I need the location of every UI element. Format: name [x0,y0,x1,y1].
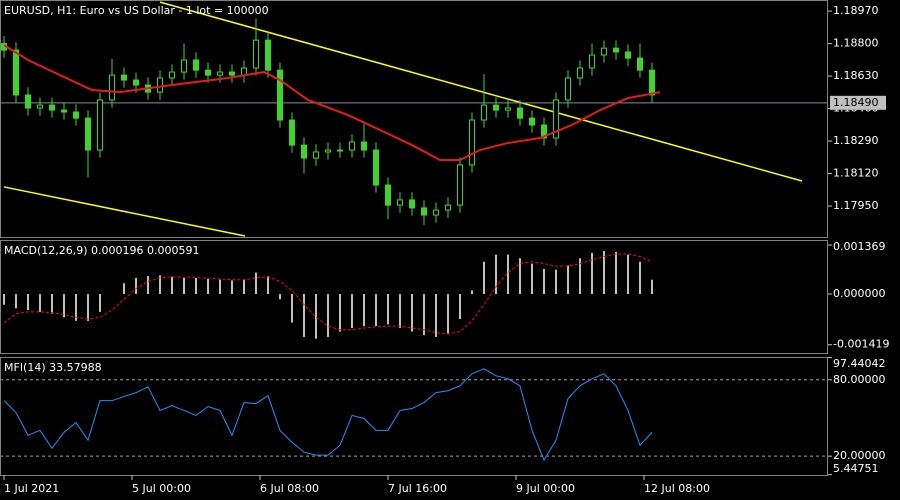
candle-body [73,111,79,119]
candle-body [481,104,487,121]
candle-body [565,77,571,101]
x-tick-label: 5 Jul 00:00 [132,482,191,495]
candle-body [277,69,283,121]
candle-body [421,207,427,216]
panel-title: MFI(14) 33.57988 [4,361,102,374]
candle-body [313,151,319,159]
candle-body [169,71,175,79]
panel-title: EURUSD, H1: Euro vs US Dollar - 1 lot = … [4,4,269,17]
y-tick-label: 0.001369 [833,240,886,253]
candle-body [301,144,307,159]
y-tick-label: 1.18800 [833,37,879,50]
candle-body [25,94,31,109]
y-tick-label: 1.18970 [833,4,879,17]
x-tick-label: 6 Jul 08:00 [260,482,319,495]
candle-body [517,107,523,119]
candle-body [133,79,139,86]
candle-body [373,149,379,186]
candle-body [433,209,439,216]
candle-body [289,119,295,146]
candle-body [265,39,271,71]
y-tick-label: -0.001419 [833,338,889,351]
candle-body [649,69,655,96]
y-tick-label: 1.18120 [833,167,879,180]
candle-body [253,39,259,69]
candle-body [157,77,163,93]
candle-body [493,104,499,111]
y-tick-label: 5.44751 [833,462,879,475]
candle-body [61,109,67,113]
candle-body [469,119,475,166]
candle-body [637,57,643,71]
candle-body [337,149,343,152]
candle-body [325,149,331,153]
candle-body [37,104,43,109]
panel-frame [0,0,828,238]
current-price-label: 1.18490 [833,96,879,109]
candle-body [457,164,463,206]
candle-body [121,74,127,81]
candle-body [505,107,511,111]
candle-body [181,59,187,73]
x-tick-label: 12 Jul 08:00 [644,482,710,495]
candle-body [589,54,595,69]
candle-body [97,99,103,151]
x-tick-label: 7 Jul 16:00 [388,482,447,495]
x-tick-label: 1 Jul 2021 [4,482,59,495]
y-tick-label: 1.18630 [833,69,879,82]
candle-body [49,104,55,111]
mfi-line [3,368,653,462]
candle-body [409,199,415,209]
candle-body [553,99,559,139]
x-tick-label: 9 Jul 00:00 [516,482,575,495]
panel-frame [0,240,828,354]
candle-body [229,71,235,76]
y-tick-label: 1.18290 [833,134,879,147]
candle-body [445,204,451,211]
current-price-box [830,95,886,110]
candle-body [193,59,199,71]
candle-body [397,199,403,206]
y-tick-label: 20.00000 [833,449,886,462]
candle-body [361,141,367,151]
candle-body [13,49,19,96]
candle-body [109,74,115,101]
moving-average [3,44,661,161]
y-tick-label: 80.00000 [833,373,886,386]
candle-body [529,117,535,126]
candle-body [577,67,583,79]
panel [3,251,653,339]
candle-body [625,51,631,59]
candle-body [601,47,607,56]
trendline [159,1,803,182]
panel [0,1,828,237]
y-tick-label: 1.17950 [833,199,879,212]
candle-body [217,71,223,76]
candle-body [541,124,547,139]
candle-body [613,47,619,53]
y-tick-label: 0.000000 [833,287,886,300]
candle-body [349,141,355,151]
y-tick-label: 97.44042 [833,357,886,370]
candle-body [85,117,91,151]
panel-frame [0,357,828,476]
panel-title: MACD(12,26,9) 0.000196 0.000591 [4,244,200,257]
trendline [3,186,246,237]
candle-body [385,184,391,206]
panel [0,368,828,462]
candle-body [205,69,211,76]
